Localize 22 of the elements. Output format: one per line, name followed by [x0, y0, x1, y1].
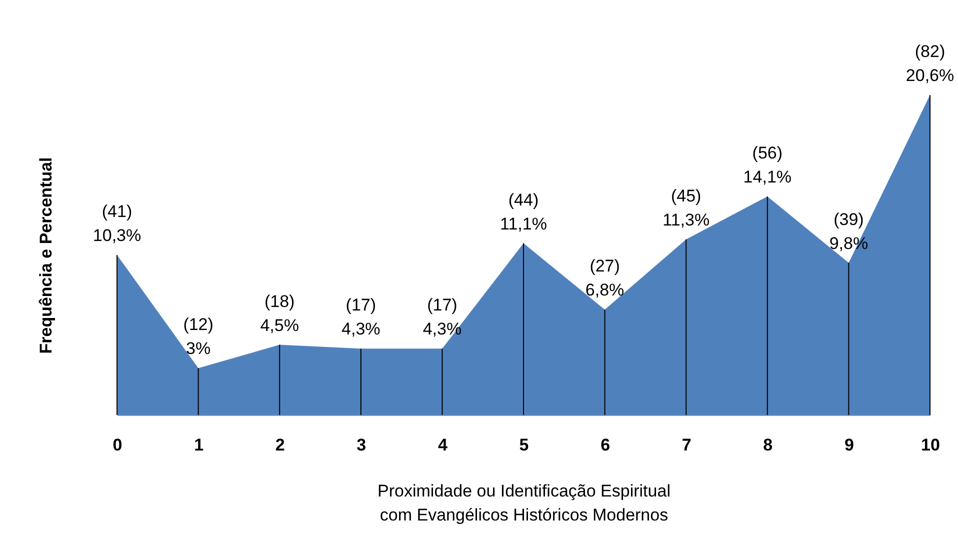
x-tick-label: 1 [194, 436, 204, 454]
y-axis-title: Frequência e Percentual [36, 157, 56, 354]
x-tick-label: 2 [275, 436, 285, 454]
x-tick-label: 7 [682, 436, 692, 454]
x-tick-label: 0 [112, 436, 122, 454]
data-label: (27) 6,8% [585, 256, 624, 300]
data-label: (17) 4,3% [342, 296, 380, 339]
data-label: (56) 14,1% [743, 143, 792, 186]
x-tick-label: 9 [844, 436, 854, 454]
x-tick-label: 5 [519, 436, 529, 454]
data-label: (41) 10,3% [92, 202, 142, 245]
data-label: (82) 20,6% [906, 42, 954, 85]
x-tick-label: 10 [921, 436, 940, 454]
x-axis-title: Proximidade ou Identificação Espiritual com Evangélicos Históricos Modernos [378, 482, 670, 524]
x-tick-label: 6 [600, 436, 610, 454]
x-tick-label: 4 [438, 436, 448, 454]
data-label: (45) 11,3% [662, 186, 710, 230]
data-label: (18) 4,5% [260, 292, 299, 335]
x-tick-label: 8 [763, 436, 773, 454]
data-label: (44) 11,1% [500, 190, 547, 234]
x-tick-label: 3 [356, 436, 366, 454]
data-label: (12) 3% [183, 315, 214, 358]
